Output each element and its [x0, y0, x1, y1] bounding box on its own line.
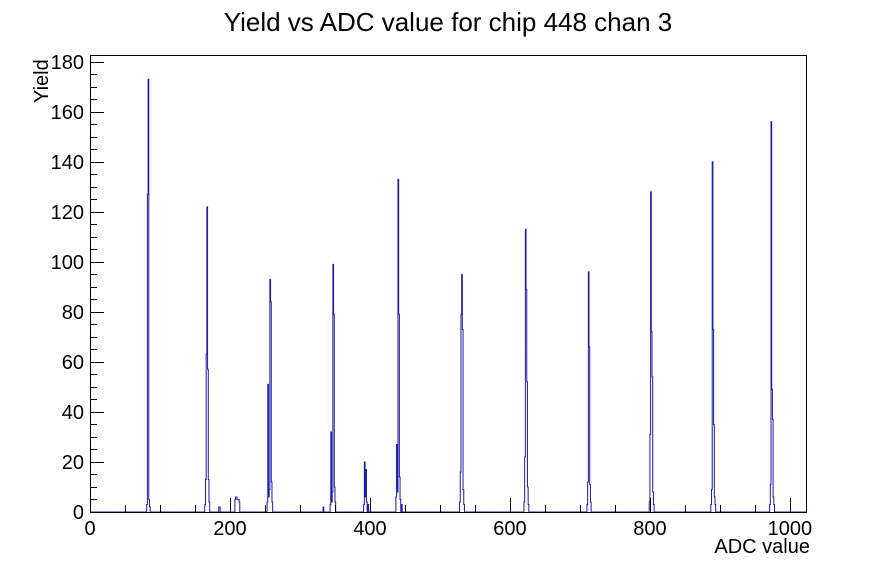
y-tick-label: 40	[62, 402, 84, 424]
y-tick-label: 60	[62, 352, 84, 374]
x-tick-label: 0	[84, 518, 95, 540]
y-tick-label: 0	[73, 502, 84, 524]
x-tick-label: 400	[353, 518, 386, 540]
x-tick-label: 600	[493, 518, 526, 540]
histogram-line	[90, 78, 806, 513]
y-tick-label: 180	[51, 52, 84, 74]
x-tick-label: 800	[633, 518, 666, 540]
x-tick-label: 200	[213, 518, 246, 540]
y-tick-label: 20	[62, 452, 84, 474]
axes-and-ticks	[90, 55, 807, 513]
chart-title: Yield vs ADC value for chip 448 chan 3	[223, 7, 673, 37]
y-tick-label: 120	[51, 202, 84, 224]
plot-frame	[90, 55, 807, 513]
tick-labels: 0 200 400 600 800 1000 0 20 40 60 80 100 120 140 160 18…	[51, 52, 813, 540]
x-tick-label: 1000	[768, 518, 813, 540]
y-tick-label: 140	[51, 152, 84, 174]
x-axis-title: ADC value	[714, 536, 810, 558]
histogram-series	[90, 78, 806, 513]
y-tick-label: 100	[51, 252, 84, 274]
y-tick-label: 160	[51, 102, 84, 124]
y-tick-label: 80	[62, 302, 84, 324]
